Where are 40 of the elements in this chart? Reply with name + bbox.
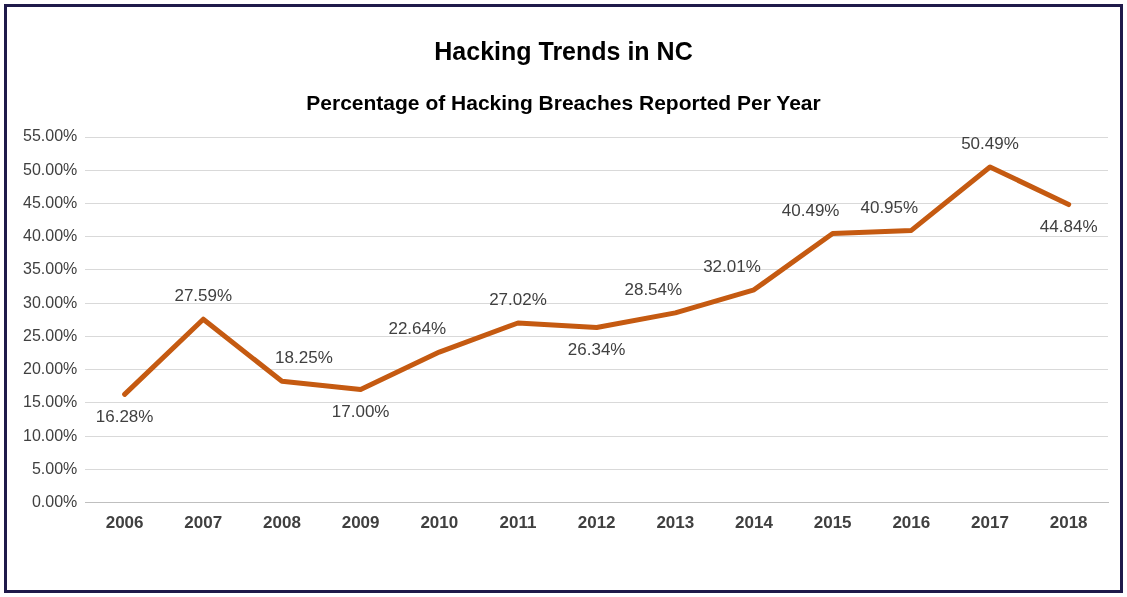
data-label: 16.28% [95, 406, 154, 426]
x-tick-label: 2015 [813, 513, 852, 533]
x-tick-label: 2012 [577, 513, 616, 533]
x-tick-label: 2013 [656, 513, 695, 533]
x-tick-label: 2016 [892, 513, 931, 533]
y-tick-label: 0.00% [31, 493, 78, 511]
x-tick-label: 2018 [1049, 513, 1088, 533]
y-tick-label: 30.00% [23, 293, 78, 311]
x-tick-label: 2008 [263, 513, 301, 533]
y-tick-label: 45.00% [23, 193, 78, 211]
data-label: 26.34% [567, 339, 626, 359]
data-label: 22.64% [388, 319, 447, 339]
x-tick-label: 2010 [420, 513, 459, 533]
y-tick-label: 20.00% [23, 360, 78, 378]
data-label: 32.01% [703, 257, 761, 277]
y-tick-label: 10.00% [23, 426, 78, 444]
chart-title: Hacking Trends in NC [433, 37, 694, 66]
y-tick-label: 35.00% [23, 260, 78, 278]
y-tick-label: 5.00% [31, 459, 78, 477]
data-label: 28.54% [624, 280, 683, 300]
data-label: 27.02% [489, 290, 547, 310]
x-tick-label: 2006 [105, 513, 144, 533]
y-tick-label: 50.00% [23, 160, 78, 178]
x-tick-label: 2009 [341, 513, 380, 533]
y-tick-label: 40.00% [23, 227, 78, 245]
x-tick-label: 2017 [971, 513, 1009, 533]
y-tick-label: 55.00% [23, 127, 78, 145]
x-tick-label: 2014 [735, 513, 774, 533]
data-label: 17.00% [331, 401, 390, 421]
chart-subtitle: Percentage of Hacking Breaches Reported Per Year [305, 91, 822, 115]
data-label: 40.49% [781, 200, 840, 220]
data-label: 18.25% [275, 348, 333, 368]
x-tick-label: 2011 [499, 513, 537, 533]
data-label: 40.95% [860, 197, 919, 217]
data-label: 27.59% [174, 286, 233, 306]
x-tick-label: 2007 [184, 513, 223, 533]
y-tick-label: 25.00% [23, 326, 78, 344]
y-tick-label: 15.00% [23, 393, 78, 411]
data-label: 50.49% [961, 134, 1019, 154]
data-label: 44.84% [1039, 216, 1098, 236]
